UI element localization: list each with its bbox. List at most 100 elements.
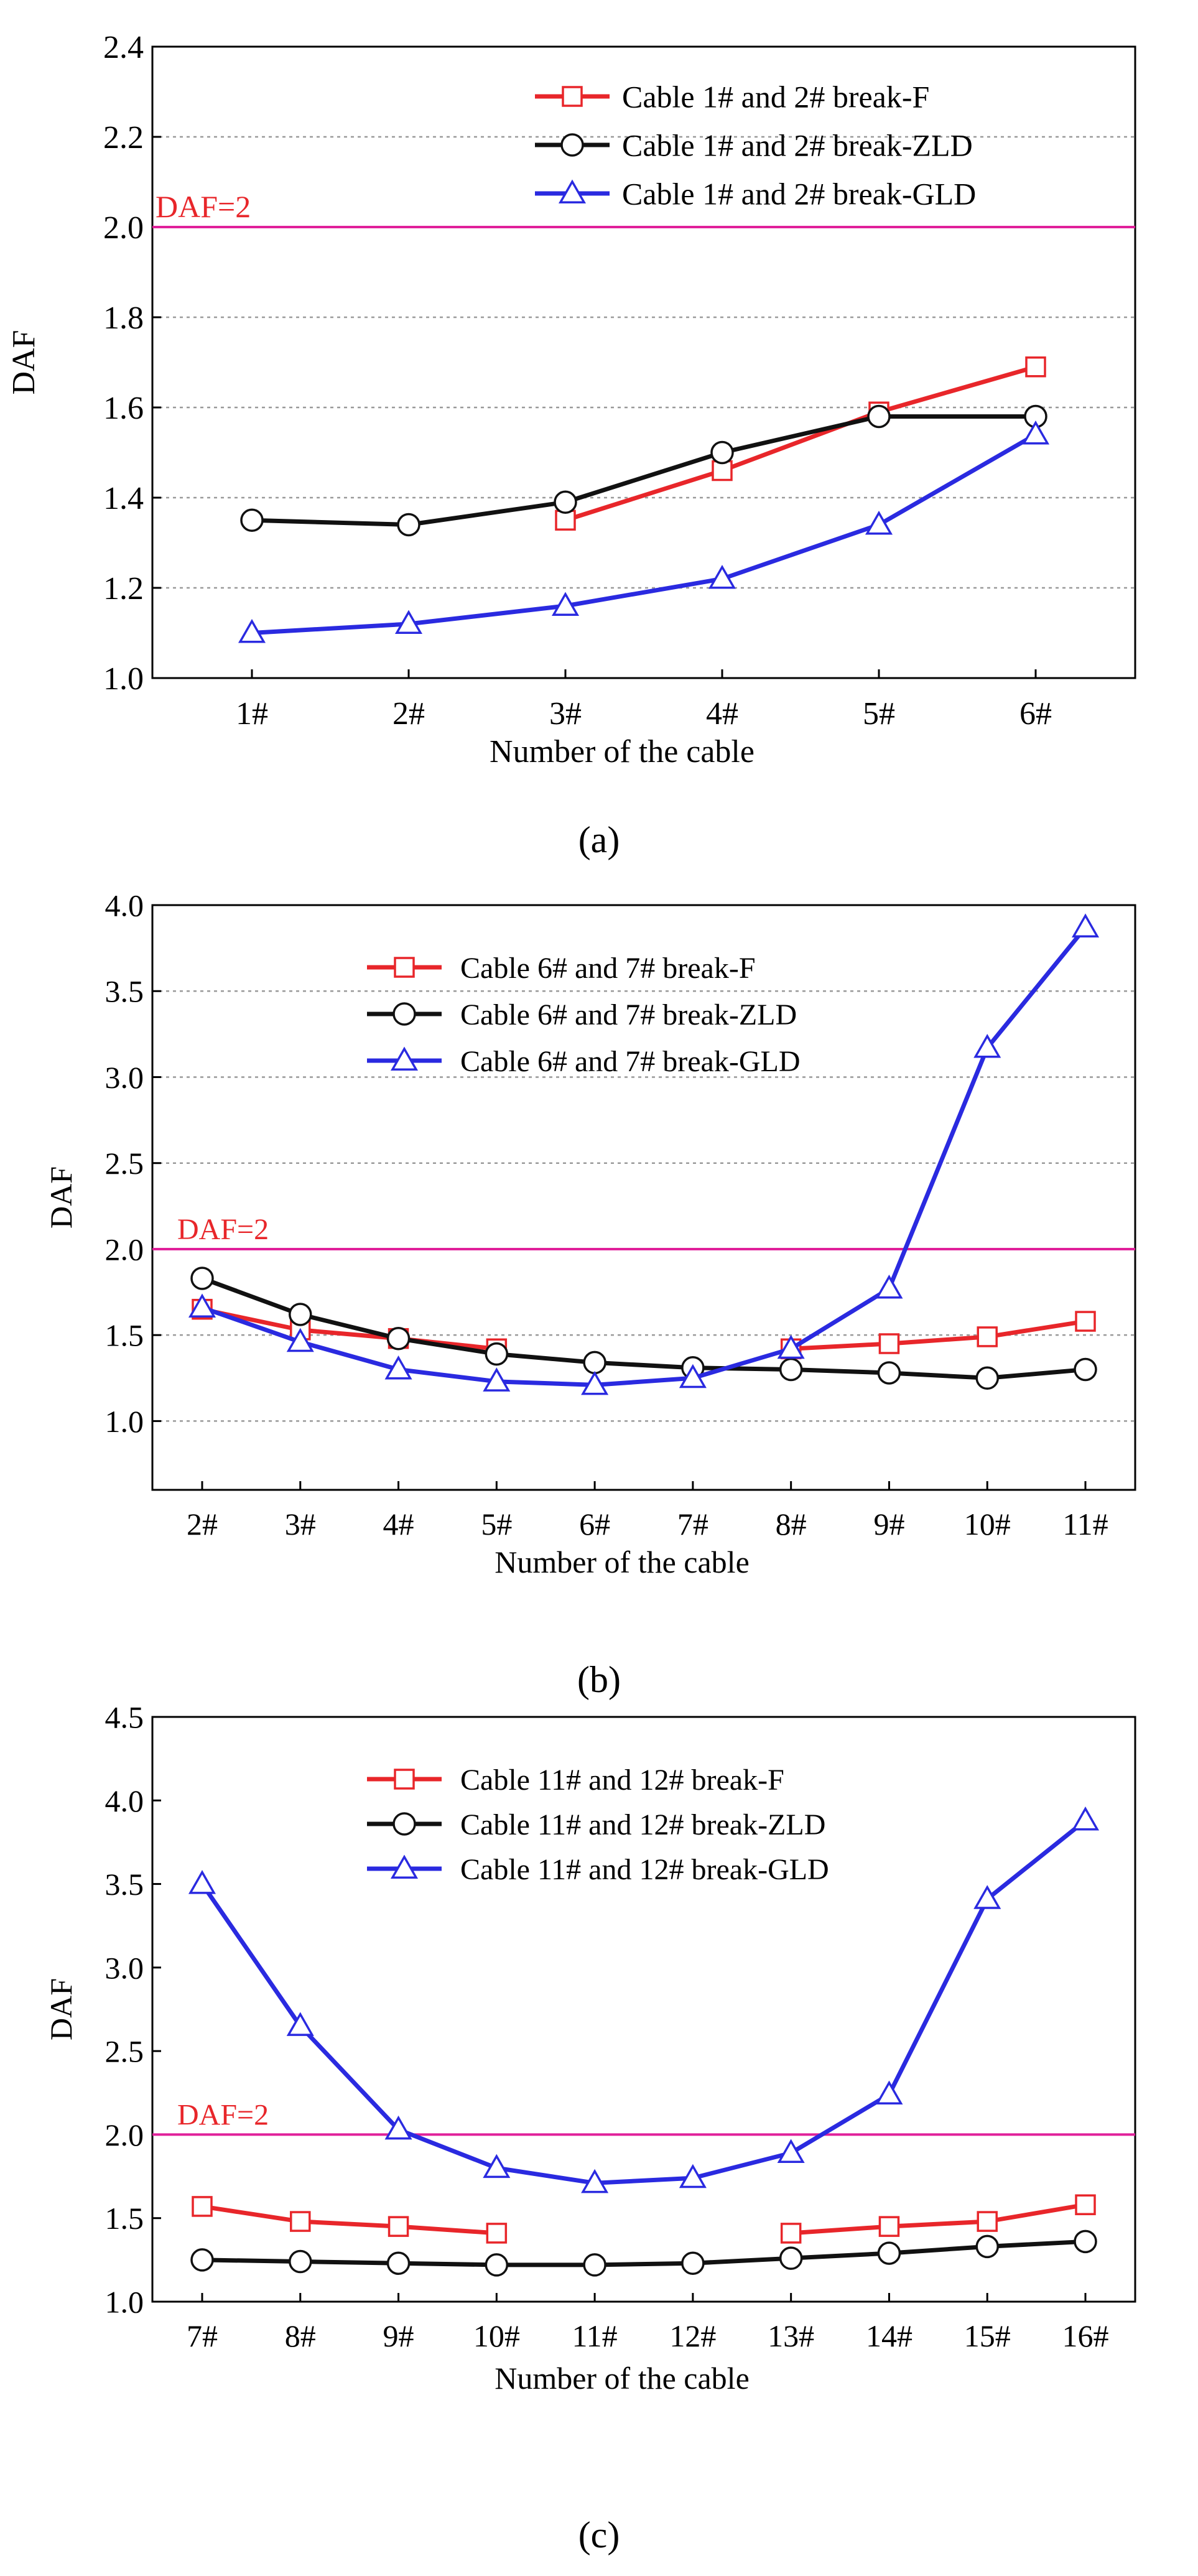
data-point (486, 2223, 508, 2244)
x-tick-label: 4# (706, 696, 738, 732)
series-line (200, 1818, 1087, 2185)
figure-caption: (c) (578, 2514, 620, 2555)
threshold-label: DAF=2 (177, 2098, 269, 2131)
legend-label: Cable 6# and 7# break-GLD (460, 1045, 801, 1078)
data-point (679, 2164, 707, 2188)
data-point (865, 510, 893, 535)
series-gld: Cable 11# and 12# break-GLD (188, 1806, 1100, 2193)
data-point (485, 2253, 509, 2277)
series-gld: Cable 1# and 2# break-GLD (238, 177, 1050, 643)
legend-marker (560, 133, 584, 157)
x-tick-label: 7# (677, 1507, 708, 1541)
data-point (289, 2249, 312, 2274)
y-tick-label: 4.0 (105, 888, 144, 923)
data-point (238, 618, 266, 643)
data-point (1074, 2230, 1097, 2254)
series-zld: Cable 1# and 2# break-ZLD (240, 128, 1047, 537)
data-point (384, 1355, 412, 1380)
series-gld: Cable 6# and 7# break-GLD (188, 913, 1100, 1395)
figure-caption: (b) (577, 1659, 621, 1700)
data-point (286, 2012, 314, 2036)
x-tick-label: 13# (768, 2318, 814, 2353)
legend-marker (562, 86, 583, 107)
x-tick-label: 7# (187, 2318, 218, 2353)
y-tick-label: 2.0 (103, 210, 144, 246)
y-axis-title: DAF (6, 330, 42, 394)
data-point (483, 2154, 511, 2178)
series-zld: Cable 11# and 12# break-ZLD (190, 1808, 1097, 2277)
data-point (973, 1885, 1001, 1909)
y-tick-label: 1.2 (103, 571, 144, 607)
data-point (973, 1033, 1001, 1058)
series-line (202, 2204, 497, 2236)
legend-label: Cable 11# and 12# break-F (460, 1764, 784, 1797)
data-point (554, 490, 577, 514)
y-tick-label: 2.0 (105, 2118, 144, 2152)
y-axis-title: DAF (44, 1978, 78, 2040)
x-tick-label: 8# (776, 1507, 807, 1541)
legend-marker (390, 1854, 419, 1879)
x-tick-label: 8# (285, 2318, 316, 2353)
y-tick-label: 3.5 (105, 1867, 144, 1902)
data-point (779, 1357, 803, 1382)
x-axis-title: Number of the cable (490, 734, 755, 770)
data-point (388, 2216, 409, 2237)
legend-marker (392, 1812, 416, 1836)
data-point (581, 2169, 609, 2193)
legend-marker (558, 179, 587, 203)
series-line (251, 432, 1037, 635)
data-point (710, 440, 734, 465)
y-tick-label: 2.4 (103, 30, 144, 65)
plot-frame (151, 45, 1136, 679)
x-tick-label: 15# (964, 2318, 1011, 2353)
data-point (877, 1361, 901, 1385)
x-tick-label: 4# (383, 1507, 414, 1541)
x-tick-label: 11# (572, 2318, 618, 2353)
x-tick-label: 6# (1019, 696, 1052, 732)
x-tick-label: 14# (866, 2318, 912, 2353)
data-point (289, 1303, 312, 1326)
y-tick-label: 1.8 (103, 300, 144, 336)
x-axis-title: Number of the cable (495, 1545, 750, 1579)
x-tick-label: 3# (285, 1507, 316, 1541)
series-line (201, 1276, 1086, 1380)
x-tick-label: 5# (481, 1507, 512, 1541)
data-point (397, 513, 420, 537)
y-tick-label: 3.0 (105, 1060, 144, 1095)
y-tick-label: 3.5 (105, 974, 144, 1009)
data-point (977, 2211, 998, 2232)
series-line (791, 2202, 1086, 2236)
data-point (188, 1870, 216, 1894)
y-tick-label: 1.0 (103, 661, 144, 697)
y-tick-label: 1.0 (105, 1404, 144, 1439)
series-f: Cable 11# and 12# break-F (192, 1764, 1096, 2244)
data-point (1071, 1806, 1100, 1831)
data-point (1074, 1357, 1097, 1382)
x-tick-label: 11# (1062, 1507, 1108, 1541)
x-tick-label: 12# (669, 2318, 716, 2353)
legend-label: Cable 6# and 7# break-F (460, 952, 756, 985)
data-point (708, 564, 736, 589)
data-point (394, 610, 423, 634)
data-point (192, 2196, 213, 2217)
data-point (290, 2211, 311, 2232)
data-point (975, 1366, 999, 1390)
x-axis-title: Number of the cable (495, 2361, 750, 2396)
x-tick-label: 2# (187, 1507, 218, 1541)
data-point (877, 2241, 901, 2265)
data-point (977, 1326, 998, 1347)
series-line (201, 926, 1087, 1387)
plot-frame (151, 1716, 1136, 2303)
y-axis-title: DAF (44, 1166, 78, 1229)
y-tick-label: 2.5 (105, 1146, 144, 1181)
data-point (1075, 2194, 1096, 2215)
figure-caption: (a) (578, 819, 620, 860)
data-point (875, 2080, 903, 2104)
legend-marker (390, 1046, 419, 1071)
data-point (485, 1342, 509, 1366)
y-tick-label: 1.0 (105, 2285, 144, 2320)
data-point (190, 2248, 214, 2272)
x-tick-label: 6# (579, 1507, 610, 1541)
y-tick-label: 2.2 (103, 120, 144, 156)
